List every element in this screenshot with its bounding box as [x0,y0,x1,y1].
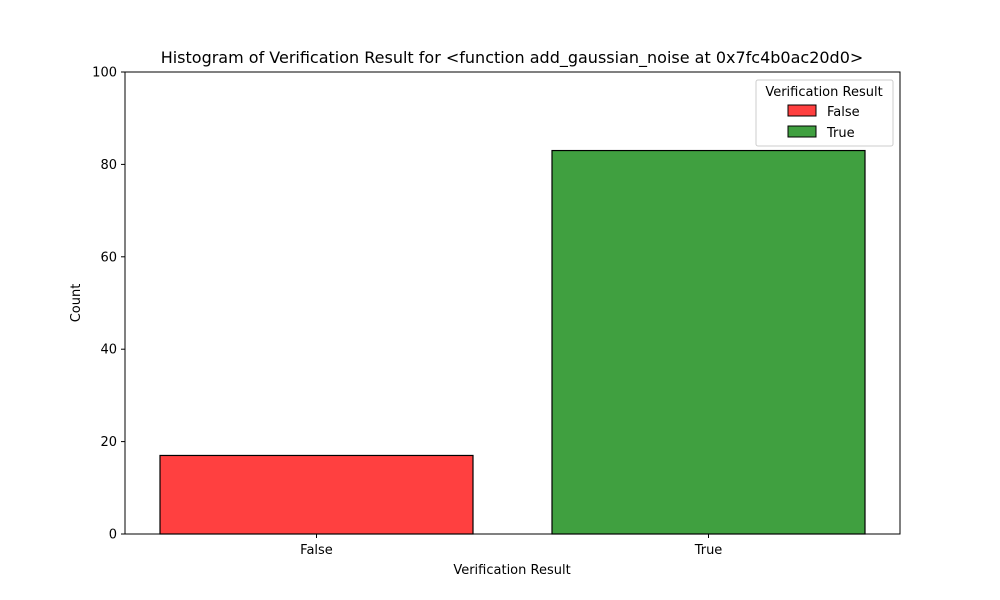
legend-swatch-true [787,125,817,138]
legend: Verification Result False True [755,79,894,147]
y-axis-ticks: 0 20 40 60 80 100 [92,66,125,543]
legend-label-false: False [827,105,860,120]
x-axis-label: Verification Result [453,563,570,578]
y-tick-label: 60 [100,250,117,265]
x-tick-label-false: False [300,543,333,558]
x-axis-ticks: False True [300,534,722,558]
y-tick-label: 40 [100,343,117,358]
legend-title: Verification Result [765,85,882,100]
chart-title: Histogram of Verification Result for <fu… [161,48,864,68]
y-tick-label: 20 [100,435,117,450]
legend-swatch-false [787,104,817,117]
y-axis-label: Count [69,284,84,323]
plot-frame [124,71,901,535]
bar-true [551,149,866,535]
legend-label-true: True [826,126,855,141]
y-tick-label: 100 [92,66,117,81]
bars [159,149,866,535]
x-tick-label-true: True [694,543,723,558]
y-tick-label: 80 [100,158,117,173]
bar-false [159,454,474,535]
y-tick-label: 0 [109,528,117,543]
